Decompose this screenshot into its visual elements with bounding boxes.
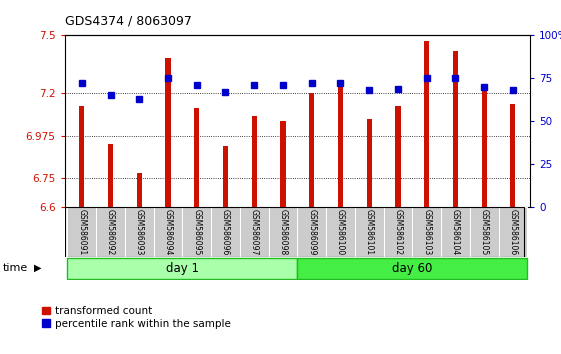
Bar — [453, 51, 458, 207]
Bar — [511, 104, 516, 207]
FancyBboxPatch shape — [412, 207, 441, 257]
Bar — [137, 173, 142, 207]
Bar — [424, 41, 429, 207]
Bar — [165, 58, 171, 207]
FancyBboxPatch shape — [67, 207, 96, 257]
Text: GSM586102: GSM586102 — [393, 209, 402, 255]
Bar — [280, 121, 286, 207]
FancyBboxPatch shape — [125, 207, 154, 257]
Bar — [79, 106, 84, 207]
FancyBboxPatch shape — [182, 207, 211, 257]
Bar — [223, 146, 228, 207]
Bar — [108, 144, 113, 207]
FancyBboxPatch shape — [297, 258, 527, 279]
Bar — [481, 89, 487, 207]
Text: GSM586106: GSM586106 — [508, 209, 517, 255]
Text: GSM586095: GSM586095 — [192, 209, 201, 255]
Legend: transformed count, percentile rank within the sample: transformed count, percentile rank withi… — [42, 306, 231, 329]
Text: time: time — [3, 263, 28, 273]
Text: GDS4374 / 8063097: GDS4374 / 8063097 — [65, 14, 191, 27]
Text: GSM586098: GSM586098 — [278, 209, 287, 255]
FancyBboxPatch shape — [67, 258, 297, 279]
Text: GSM586104: GSM586104 — [451, 209, 460, 255]
Text: day 60: day 60 — [392, 262, 433, 275]
Text: GSM586103: GSM586103 — [422, 209, 431, 255]
Bar — [396, 106, 401, 207]
Text: GSM586099: GSM586099 — [307, 209, 316, 255]
Bar — [338, 83, 343, 207]
Text: GSM586093: GSM586093 — [135, 209, 144, 255]
Text: GSM586092: GSM586092 — [106, 209, 115, 255]
Text: GSM586097: GSM586097 — [250, 209, 259, 255]
Text: GSM586105: GSM586105 — [480, 209, 489, 255]
FancyBboxPatch shape — [269, 207, 297, 257]
Text: GSM586091: GSM586091 — [77, 209, 86, 255]
FancyBboxPatch shape — [96, 207, 125, 257]
FancyBboxPatch shape — [470, 207, 499, 257]
Text: GSM586101: GSM586101 — [365, 209, 374, 255]
FancyBboxPatch shape — [441, 207, 470, 257]
FancyBboxPatch shape — [355, 207, 384, 257]
Text: GSM586096: GSM586096 — [221, 209, 230, 255]
FancyBboxPatch shape — [211, 207, 240, 257]
Bar — [252, 115, 257, 207]
Text: GSM586094: GSM586094 — [163, 209, 172, 255]
FancyBboxPatch shape — [240, 207, 269, 257]
FancyBboxPatch shape — [384, 207, 412, 257]
Text: ▶: ▶ — [34, 263, 42, 273]
FancyBboxPatch shape — [326, 207, 355, 257]
FancyBboxPatch shape — [297, 207, 326, 257]
FancyBboxPatch shape — [154, 207, 182, 257]
Bar — [194, 108, 199, 207]
Text: day 1: day 1 — [166, 262, 199, 275]
Text: GSM586100: GSM586100 — [336, 209, 345, 255]
Bar — [366, 119, 372, 207]
Bar — [309, 93, 314, 207]
FancyBboxPatch shape — [499, 207, 527, 257]
